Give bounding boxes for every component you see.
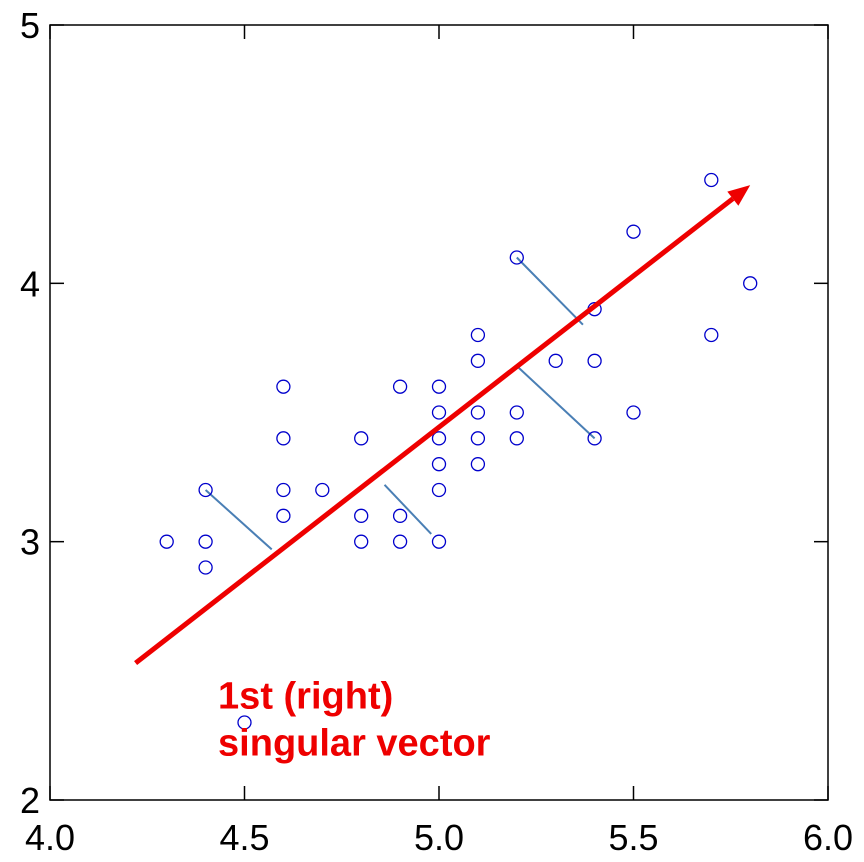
data-point xyxy=(470,327,486,343)
vector-arrowhead xyxy=(727,185,751,206)
data-point xyxy=(431,457,447,472)
data-point xyxy=(276,508,291,523)
annotation-line-2: singular vector xyxy=(218,723,491,765)
data-point xyxy=(198,560,213,575)
data-point xyxy=(276,379,291,394)
residual-lines xyxy=(204,256,596,551)
data-point xyxy=(509,431,524,446)
plot-frame xyxy=(49,24,829,801)
data-point xyxy=(470,431,486,446)
singular-vector xyxy=(134,185,751,666)
data-point xyxy=(354,534,369,549)
data-point xyxy=(431,534,447,549)
residual-line xyxy=(383,484,432,535)
data-point xyxy=(509,250,524,265)
data-points xyxy=(159,172,758,730)
residual-line xyxy=(516,256,584,326)
x-tick-label: 6.0 xyxy=(803,817,853,858)
data-point xyxy=(470,405,486,420)
data-point xyxy=(704,172,719,188)
x-tick-label: 5.0 xyxy=(414,817,464,858)
data-point xyxy=(392,534,408,549)
data-point xyxy=(587,353,602,368)
x-tick-label: 4.5 xyxy=(219,817,269,858)
data-point xyxy=(315,482,330,498)
data-point xyxy=(743,276,758,291)
data-point xyxy=(354,508,369,523)
data-point xyxy=(276,482,291,498)
axis-ticks xyxy=(49,24,829,801)
data-point xyxy=(509,405,524,420)
data-point xyxy=(431,379,447,394)
data-point xyxy=(587,431,602,446)
data-point xyxy=(392,508,408,523)
data-point xyxy=(704,327,719,343)
data-point xyxy=(354,431,369,446)
data-point xyxy=(626,224,641,239)
data-point xyxy=(159,534,174,549)
y-tick-labels: 2 3 4 5 xyxy=(20,5,40,821)
y-tick-label: 3 xyxy=(20,522,40,563)
x-tick-labels: 4.0 4.5 5.0 5.5 6.0 xyxy=(25,817,853,858)
residual-line xyxy=(204,489,273,551)
data-point xyxy=(276,431,291,446)
data-point xyxy=(431,482,447,498)
vector-annotation: 1st (right) singular vector xyxy=(218,676,491,765)
annotation-line-1: 1st (right) xyxy=(218,676,393,718)
data-point xyxy=(392,379,408,394)
data-point xyxy=(431,431,447,446)
data-point xyxy=(237,715,252,730)
data-point xyxy=(198,534,213,549)
residual-line xyxy=(516,365,596,440)
vector-shaft xyxy=(134,196,735,666)
x-tick-label: 4.0 xyxy=(25,817,75,858)
y-tick-label: 5 xyxy=(20,5,40,46)
y-tick-label: 2 xyxy=(20,780,40,821)
data-point xyxy=(470,457,486,472)
y-tick-label: 4 xyxy=(20,263,40,304)
data-point xyxy=(470,353,486,368)
data-point xyxy=(626,405,641,420)
x-tick-label: 5.5 xyxy=(608,817,658,858)
data-point xyxy=(431,405,447,420)
data-point xyxy=(198,482,213,498)
data-point xyxy=(548,353,563,368)
